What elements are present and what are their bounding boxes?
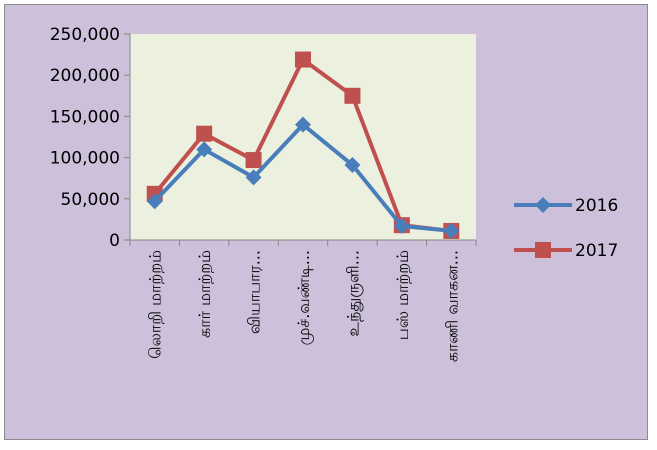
x-category-label: கார் மாற்றம் xyxy=(195,250,214,338)
x-axis-ticks: லொறி மாற்றம் கார் மாற்றம் வியாபார... முச்.வ… xyxy=(129,240,477,362)
plot-area xyxy=(130,34,476,240)
y-tick-label: 200,000 xyxy=(50,66,120,86)
data-point-2016 xyxy=(146,193,163,210)
y-tick-label: 50,000 xyxy=(61,190,120,210)
y-tick-label: 100,000 xyxy=(50,149,120,169)
data-point-2017 xyxy=(245,152,262,169)
y-tick-label: 0 xyxy=(109,231,120,251)
data-point-2016 xyxy=(196,141,213,158)
x-category-label: லொறி மாற்றம் xyxy=(146,250,165,359)
data-point-2017 xyxy=(344,87,361,104)
data-point-2017 xyxy=(295,51,311,68)
legend-marker-2016 xyxy=(535,197,551,213)
data-point-2016 xyxy=(443,222,460,239)
series-group xyxy=(146,51,460,239)
data-point-2016 xyxy=(295,116,311,133)
x-category-label: பஸ் மாற்றம் xyxy=(393,250,412,340)
data-point-2016 xyxy=(344,157,361,174)
x-category-label: முச்.வண்டி... xyxy=(294,250,314,345)
x-category-label: காணி வாகன... xyxy=(442,250,461,362)
legend-label: 2016 xyxy=(575,196,618,216)
data-point-2017 xyxy=(196,125,213,142)
x-category-label: வியாபார... xyxy=(245,250,264,334)
data-point-2016 xyxy=(245,169,262,186)
legend-marker-2017 xyxy=(535,242,551,258)
y-axis-ticks: 0 50,000 100,000 150,000 200,000 250,000 xyxy=(50,25,130,251)
legend: 2016 2017 xyxy=(514,196,618,261)
legend-label: 2017 xyxy=(575,241,618,261)
y-tick-label: 150,000 xyxy=(50,107,120,127)
x-category-label: உந்துருளி... xyxy=(343,250,363,336)
data-point-2016 xyxy=(393,217,410,234)
y-tick-label: 250,000 xyxy=(50,25,120,45)
